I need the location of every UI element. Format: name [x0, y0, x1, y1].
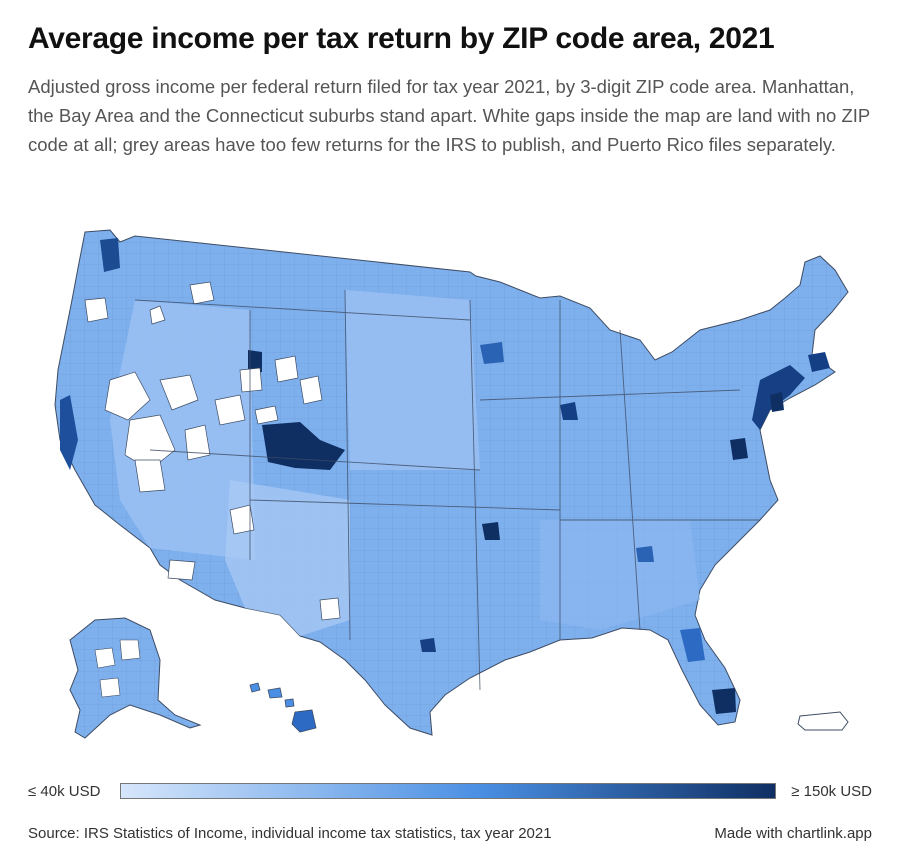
contiguous-us	[54, 229, 849, 736]
choropleth-map	[54, 229, 849, 739]
southwest-area	[225, 480, 350, 636]
california-coast	[60, 395, 78, 470]
legend-min-label: ≤ 40k USD	[28, 783, 101, 800]
seattle-area	[100, 238, 120, 272]
boston-area	[808, 352, 830, 372]
minneapolis-area	[480, 342, 504, 364]
idaho-wyoming-area	[248, 350, 262, 372]
southeast-area	[540, 520, 700, 630]
florida-gulf-coast	[680, 628, 705, 662]
great-plains-area	[345, 290, 480, 470]
houston-area	[420, 638, 436, 652]
chicago-area	[560, 402, 578, 420]
color-scale-bar	[120, 783, 776, 799]
mountain-west-area	[110, 300, 255, 560]
chart-subtitle: Adjusted gross income per federal return…	[28, 76, 870, 155]
source-note: Source: IRS Statistics of Income, indivi…	[28, 825, 552, 842]
dc-area	[730, 438, 748, 460]
chart-title: Average income per tax return by ZIP cod…	[28, 22, 775, 55]
dallas-area	[482, 522, 500, 540]
legend-max-label: ≥ 150k USD	[791, 783, 872, 800]
miami-area	[712, 688, 736, 714]
new-york-area	[770, 392, 784, 412]
puerto-rico	[797, 711, 849, 731]
alaska	[69, 617, 202, 739]
no-zip-areas	[84, 281, 341, 621]
hawaii	[249, 682, 317, 733]
atlanta-area	[636, 546, 654, 562]
state-borders	[134, 289, 760, 691]
credit-link[interactable]: Made with chartlink.app	[714, 825, 872, 842]
